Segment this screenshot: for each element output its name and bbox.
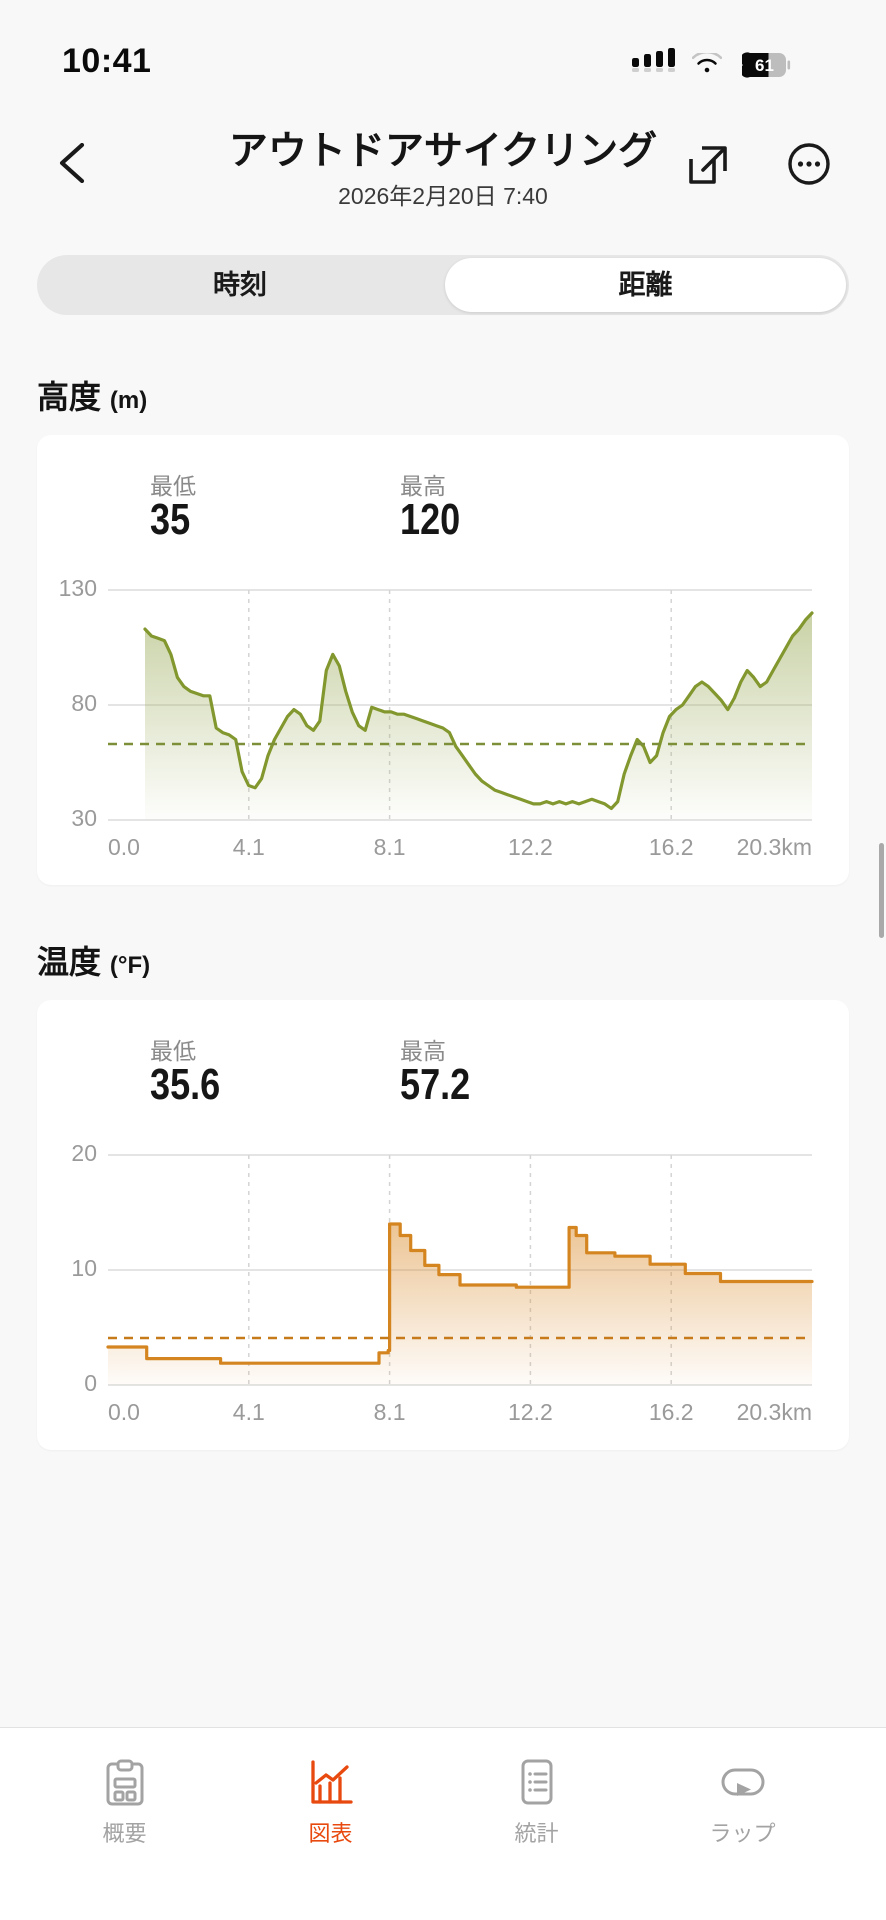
svg-text:61: 61 [755,56,774,75]
svg-text:12.2: 12.2 [508,834,553,860]
svg-text:4.1: 4.1 [233,1399,265,1425]
svg-text:20.3km: 20.3km [737,834,812,860]
svg-text:8.1: 8.1 [374,834,406,860]
svg-text:20: 20 [71,1140,97,1166]
svg-text:0.0: 0.0 [108,834,140,860]
svg-text:16.2: 16.2 [649,834,694,860]
svg-text:130: 130 [59,575,97,601]
svg-text:16.2: 16.2 [649,1399,694,1425]
svg-text:20.3km: 20.3km [737,1399,812,1425]
svg-text:4.1: 4.1 [233,834,265,860]
svg-text:0.0: 0.0 [108,1399,140,1425]
svg-text:30: 30 [71,805,97,831]
svg-text:10: 10 [71,1255,97,1281]
svg-text:8.1: 8.1 [374,1399,406,1425]
svg-text:12.2: 12.2 [508,1399,553,1425]
svg-text:80: 80 [71,690,97,716]
svg-text:0: 0 [84,1370,97,1396]
